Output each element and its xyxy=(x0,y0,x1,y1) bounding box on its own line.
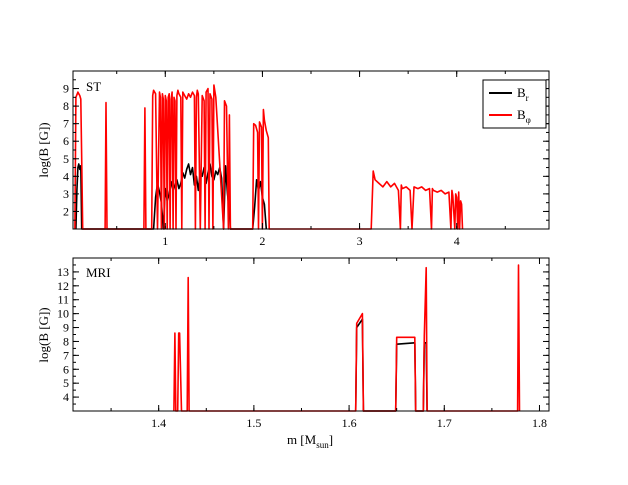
mri-series-br-line xyxy=(354,318,428,412)
st-x-tick-label: 1 xyxy=(162,234,168,248)
st-panel: 1 2 3 4 2 3 4 5 6 7 8 9 ST log(B [G]) Br Bφ xyxy=(36,70,550,248)
mri-y-tick-label: 7 xyxy=(63,348,69,362)
legend: Br Bφ xyxy=(482,79,547,129)
x-axis-label: m [Msun] xyxy=(287,432,333,450)
st-y-tick-label: 5 xyxy=(63,152,69,166)
mri-y-tick-label: 10 xyxy=(57,307,69,321)
st-y-tick-label: 6 xyxy=(63,134,69,148)
x-axis-label-end: ] xyxy=(329,432,333,447)
st-y-tick-label: 3 xyxy=(63,187,69,201)
st-y-tick-label: 8 xyxy=(63,99,69,113)
mri-x-tick-label: 1.5 xyxy=(246,416,261,430)
mri-y-tick-label: 6 xyxy=(63,362,69,376)
legend-bphi-main: B xyxy=(517,107,526,122)
mri-y-tick-label: 4 xyxy=(63,390,69,404)
st-y-tick-label: 7 xyxy=(63,117,69,131)
st-series-group xyxy=(74,84,464,230)
legend-label-bphi: Bφ xyxy=(517,107,531,125)
legend-box xyxy=(482,79,547,129)
mri-plot-frame xyxy=(72,257,550,412)
st-y-axis-label: log(B [G]) xyxy=(36,122,51,177)
mri-y-tick-label: 5 xyxy=(63,376,69,390)
mri-panel-label: MRI xyxy=(86,265,111,280)
legend-label-br: Br xyxy=(517,85,529,103)
mri-y-tick-label: 11 xyxy=(57,293,69,307)
mri-series-bphi-line xyxy=(173,264,521,412)
st-panel-label: ST xyxy=(86,79,101,94)
mri-x-tick-label: 1.7 xyxy=(437,416,452,430)
st-series-bphi-line xyxy=(74,84,464,230)
legend-br-main: B xyxy=(517,85,526,100)
mri-y-axis-label: log(B [G]) xyxy=(36,307,51,362)
mri-y-tick-label: 13 xyxy=(57,265,69,279)
mri-x-tick-label: 1.8 xyxy=(532,416,547,430)
x-axis-label-sub: sun xyxy=(316,440,329,450)
st-x-tick-label: 2 xyxy=(259,234,265,248)
st-axis-ticks: 1 2 3 4 2 3 4 5 6 7 8 9 xyxy=(63,71,549,248)
st-y-tick-label: 4 xyxy=(63,169,69,183)
legend-br-sub: r xyxy=(526,93,529,103)
mri-y-tick-label: 9 xyxy=(63,321,69,335)
st-y-tick-label: 9 xyxy=(63,82,69,96)
mri-y-tick-label: 12 xyxy=(57,279,69,293)
mri-x-tick-label: 1.4 xyxy=(151,416,166,430)
legend-bphi-sub: φ xyxy=(526,115,531,125)
x-axis-label-main: m [M xyxy=(287,432,317,447)
st-x-tick-label: 4 xyxy=(454,234,460,248)
st-x-tick-label: 3 xyxy=(357,234,363,248)
mri-x-tick-label: 1.6 xyxy=(342,416,357,430)
mri-series-group xyxy=(173,264,521,412)
mri-y-tick-label: 8 xyxy=(63,334,69,348)
st-y-tick-label: 2 xyxy=(63,204,69,218)
